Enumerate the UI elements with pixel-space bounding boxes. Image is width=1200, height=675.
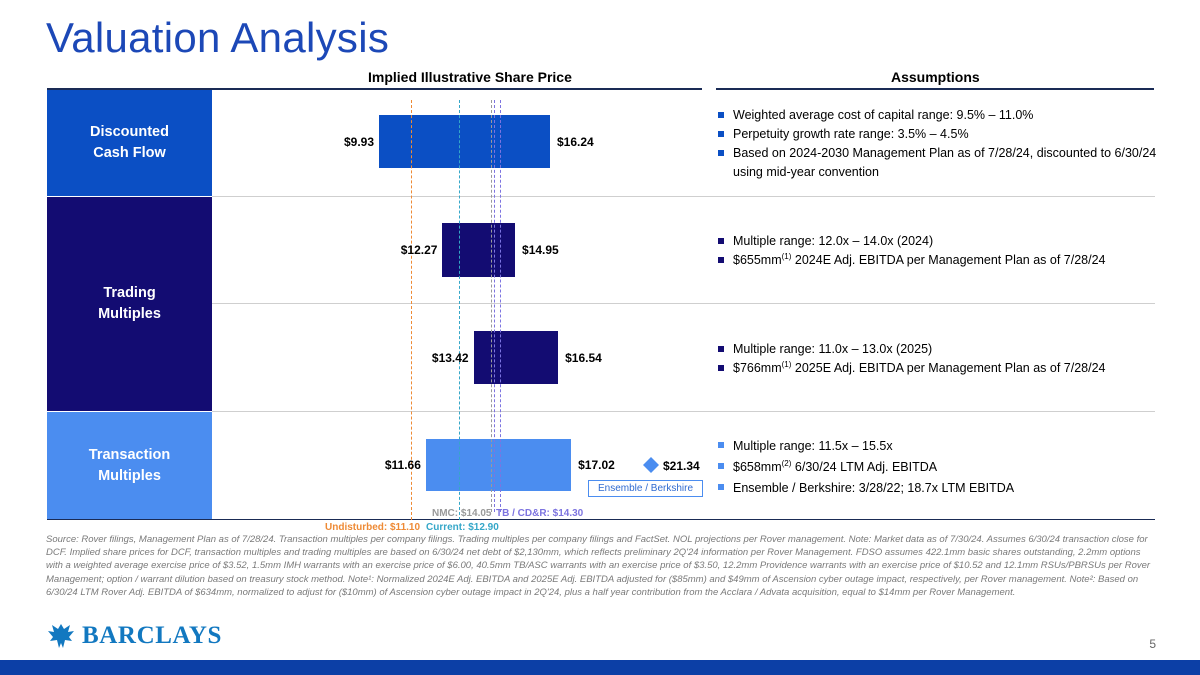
page-number: 5 bbox=[1149, 637, 1156, 651]
assumption-item: Multiple range: 11.5x – 15.5x bbox=[718, 436, 1158, 457]
high-label-trading-2025: $16.54 bbox=[565, 350, 602, 365]
diamond-marker-ensemble bbox=[643, 457, 659, 473]
ref-label-tb-cdr: TB / CD&R: $14.30 bbox=[496, 508, 584, 519]
assumptions-header: Assumptions bbox=[891, 69, 980, 85]
page-title: Valuation Analysis bbox=[46, 14, 390, 61]
assumption-item: $766mm(1) 2025E Adj. EBITDA per Manageme… bbox=[718, 359, 1158, 378]
ref-label-current: Current: $12.90 bbox=[426, 522, 499, 533]
high-label-trading-2024: $14.95 bbox=[522, 243, 559, 257]
assumptions-dcf: Weighted average cost of capital range: … bbox=[718, 106, 1158, 182]
band-trading-multiples: Trading Multiples bbox=[47, 197, 212, 411]
assumptions-trading-2025: Multiple range: 11.0x – 13.0x (2025) $76… bbox=[718, 340, 1158, 378]
high-label-dcf: $16.24 bbox=[557, 134, 594, 149]
assumption-item: $655mm(1) 2024E Adj. EBITDA per Manageme… bbox=[718, 251, 1158, 270]
logo-wordmark: BARCLAYS bbox=[82, 622, 223, 649]
marker-label-ensemble: $21.34 bbox=[663, 459, 700, 473]
assumptions-transaction: Multiple range: 11.5x – 15.5x $658mm(2) … bbox=[718, 436, 1158, 499]
eagle-icon bbox=[48, 624, 74, 648]
assumption-item: Weighted average cost of capital range: … bbox=[718, 106, 1158, 125]
ref-label-undisturbed: Undisturbed: $11.10 bbox=[325, 522, 421, 533]
bottom-rule bbox=[47, 519, 1155, 520]
ref-label-nmc: NMC: $14.05 bbox=[432, 508, 492, 519]
assumption-item: Multiple range: 12.0x – 14.0x (2024) bbox=[718, 232, 1158, 251]
chart-header: Implied Illustrative Share Price bbox=[368, 69, 572, 85]
assumption-item: Multiple range: 11.0x – 13.0x (2025) bbox=[718, 340, 1158, 359]
range-bar-transaction bbox=[425, 439, 572, 491]
range-bar-trading-2024 bbox=[442, 223, 516, 277]
high-label-transaction: $17.02 bbox=[578, 458, 615, 472]
ref-line-nmc bbox=[490, 100, 492, 512]
row-separator bbox=[212, 303, 1155, 304]
ref-line-current bbox=[459, 100, 461, 520]
range-bar-dcf bbox=[379, 115, 550, 168]
assumption-item: Perpetuity growth rate range: 3.5% – 4.5… bbox=[718, 125, 1158, 144]
chart-header-rule bbox=[47, 88, 702, 90]
source-footnote: Source: Rover filings, Management Plan a… bbox=[46, 534, 1151, 598]
range-bar-trading-2025 bbox=[473, 331, 559, 384]
row-separator bbox=[212, 411, 1155, 412]
assumption-item: $658mm(2) 6/30/24 LTM Adj. EBITDA bbox=[718, 457, 1158, 478]
band-transaction-multiples: Transaction Multiples bbox=[47, 412, 212, 519]
low-label-transaction: $11.66 bbox=[384, 458, 421, 472]
barclays-logo: BARCLAYS bbox=[46, 620, 222, 652]
ref-line-undisturbed bbox=[410, 100, 412, 520]
assumptions-header-rule bbox=[716, 88, 1154, 90]
assumption-item: Based on 2024-2030 Management Plan as of… bbox=[718, 144, 1158, 182]
row-separator bbox=[212, 196, 1155, 197]
assumptions-trading-2024: Multiple range: 12.0x – 14.0x (2024) $65… bbox=[718, 232, 1158, 270]
band-discounted-cash-flow: Discounted Cash Flow bbox=[47, 90, 212, 196]
ref-line-tb-cdr bbox=[494, 100, 502, 512]
footer-bar bbox=[0, 660, 1200, 675]
ensemble-berkshire-tag: Ensemble / Berkshire bbox=[588, 480, 703, 497]
low-label-dcf: $9.93 bbox=[343, 134, 374, 149]
low-label-trading-2024: $12.27 bbox=[400, 243, 438, 257]
low-label-trading-2025: $13.42 bbox=[431, 350, 469, 365]
assumption-item: Ensemble / Berkshire: 3/28/22; 18.7x LTM… bbox=[718, 478, 1158, 499]
